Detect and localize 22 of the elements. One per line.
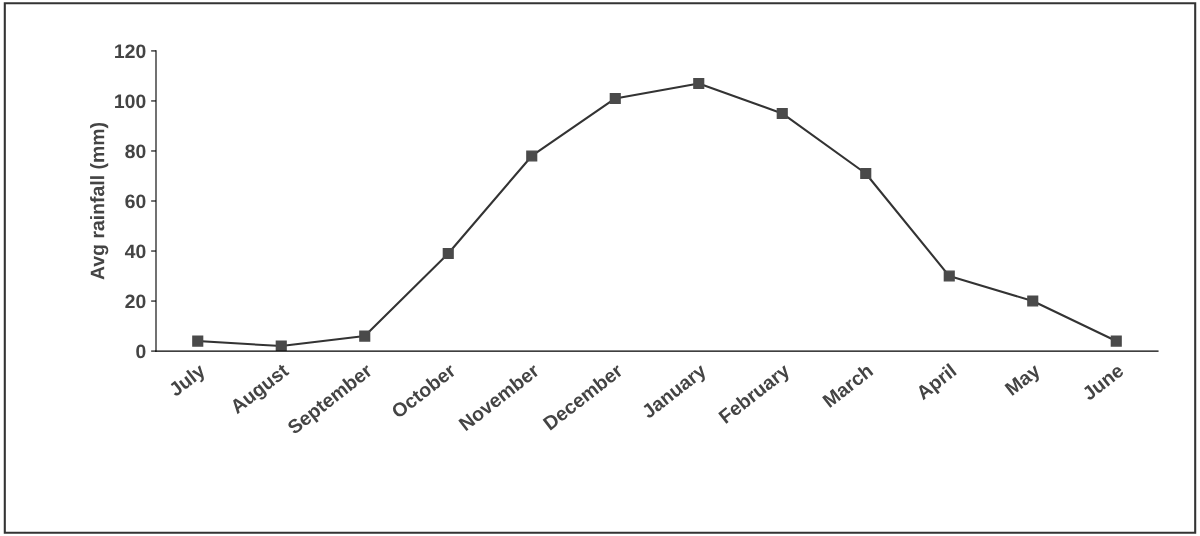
x-tick-label: June [1081,363,1125,402]
point [359,330,371,342]
point [1110,335,1122,347]
point [943,270,955,282]
point [860,167,872,180]
y-tick-label: 40 [124,244,146,259]
point [526,150,538,162]
y-axis-title: Avg rainfall (mm) [90,122,109,280]
x-tick-label: May [1004,362,1044,399]
y-tick-label: 80 [125,144,146,159]
y-tick-label: 0 [136,344,146,359]
y-tick-label: 100 [115,94,146,109]
point [192,335,204,347]
point [442,247,454,260]
point [693,77,705,89]
y-tick-label: 60 [125,194,146,209]
point [776,107,788,120]
point [609,92,621,105]
point [1027,295,1039,307]
x-tick-label: July [167,362,209,401]
y-tick-label: 120 [115,44,146,59]
y-tick-label: 20 [125,294,146,309]
